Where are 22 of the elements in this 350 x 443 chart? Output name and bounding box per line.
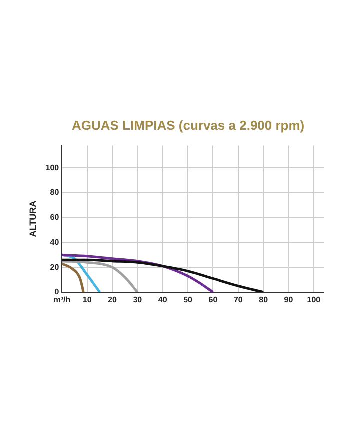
y-tick-label: 100	[46, 163, 60, 172]
x-tick-label: 10	[82, 295, 92, 304]
x-tick-label: m³/h	[54, 295, 71, 304]
x-tick-label: 20	[108, 295, 118, 304]
y-tick-label: 20	[50, 262, 60, 272]
line-series	[62, 260, 139, 292]
x-tick-label: 50	[184, 295, 194, 304]
x-tick-label: 60	[208, 295, 218, 304]
x-tick-label: 70	[234, 295, 244, 304]
line-series	[62, 262, 85, 292]
y-tick-label: 0	[54, 288, 60, 297]
x-tick-label: 80	[259, 295, 269, 304]
y-tick-label: 60	[50, 213, 60, 222]
y-axis-title: ALTURA	[28, 200, 38, 238]
x-tick-label: 100	[307, 295, 322, 304]
x-tick-label: 90	[284, 295, 294, 304]
y-tick-label: 40	[50, 238, 60, 247]
chart-title: AGUAS LIMPIAS (curvas a 2.900 rpm)	[72, 118, 305, 133]
y-tick-label: 80	[50, 188, 60, 198]
x-tick-label: 30	[133, 295, 143, 304]
x-tick-label: 40	[158, 295, 168, 304]
line-series	[62, 258, 265, 292]
